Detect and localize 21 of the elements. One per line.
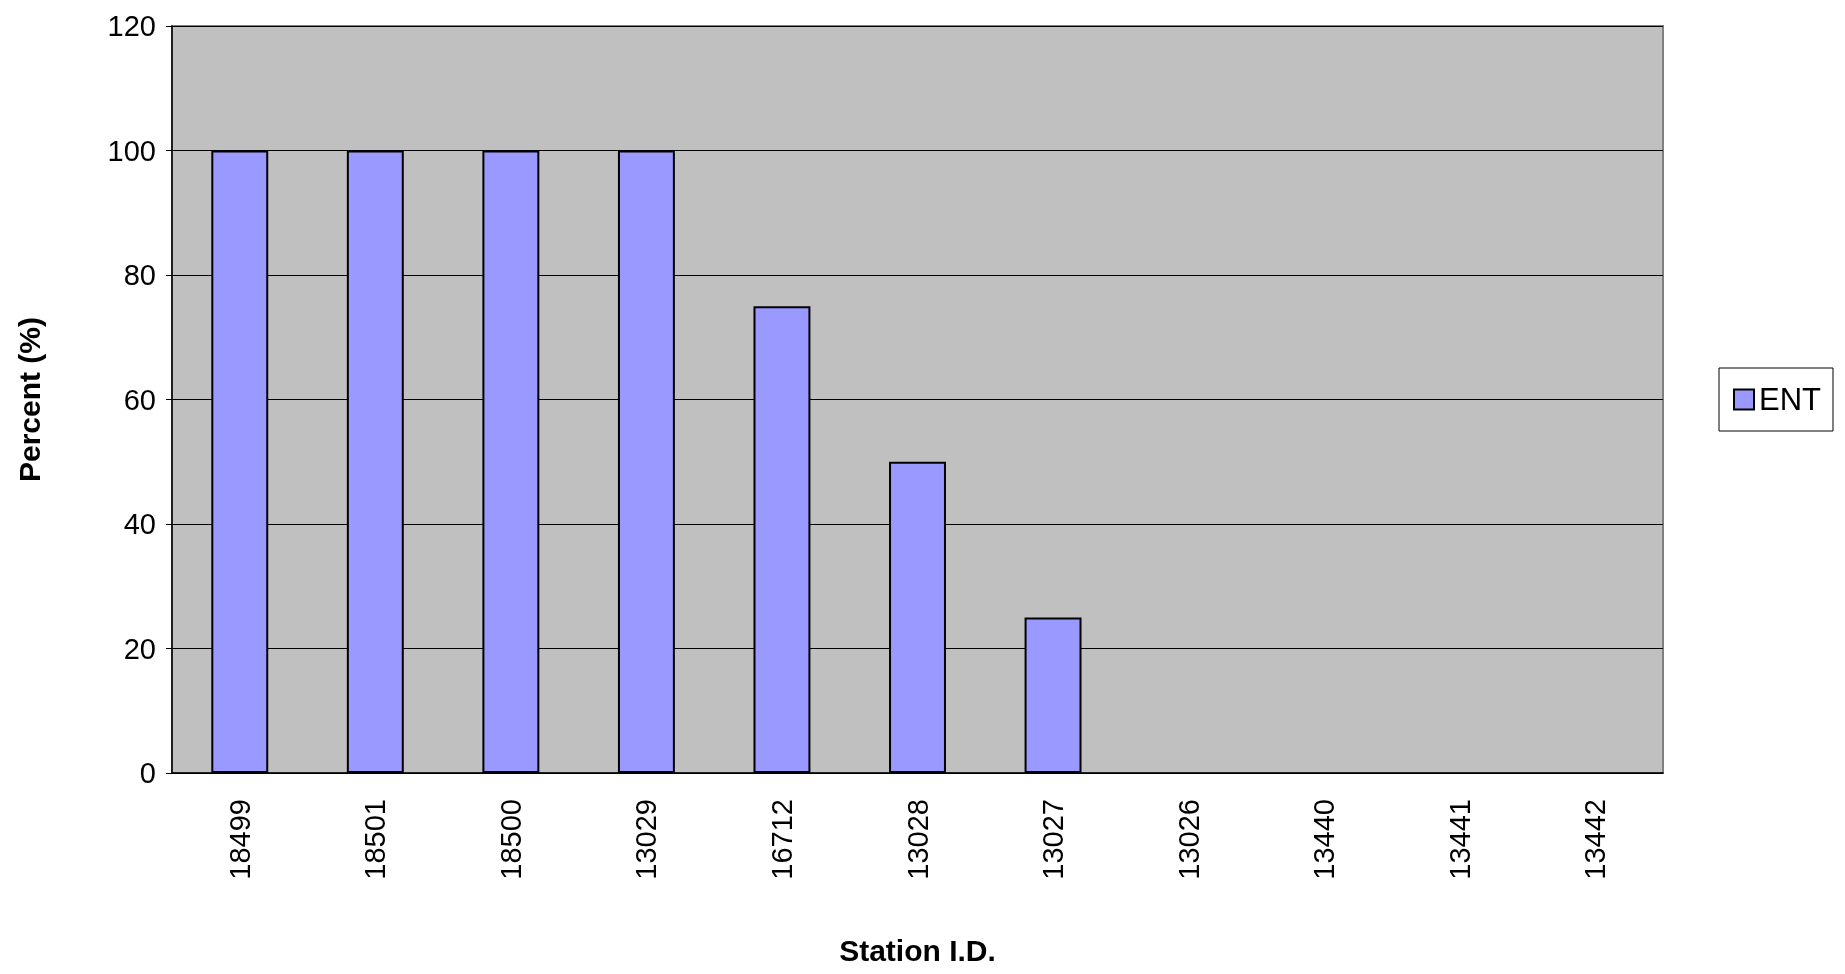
legend-label: ENT [1759,382,1822,417]
y-tick-label: 60 [123,383,156,416]
y-tick-label: 100 [107,134,156,167]
x-tick-label: 13029 [630,799,663,880]
x-tick-label: 13028 [901,799,934,880]
y-tick-label: 80 [123,259,156,291]
y-tick-label: 20 [123,632,156,665]
x-tick-label: 13440 [1308,799,1341,880]
x-tick-label: 18499 [223,799,256,880]
y-axis-title: Percent (%) [12,316,46,483]
x-tick-label: 13442 [1579,799,1612,880]
x-tick-label: 13027 [1037,799,1070,880]
x-tick-label: 13441 [1443,799,1476,880]
x-axis-title: Station I.D. [839,933,996,967]
y-tick-label: 120 [107,10,156,42]
x-tick-label: 18501 [359,799,392,880]
y-tick-label: 40 [123,508,156,540]
y-tick-label: 0 [139,757,156,789]
x-tick-label: 13026 [1172,799,1205,880]
x-tick-label: 16712 [765,799,798,880]
x-tick-label: 18500 [494,799,527,880]
